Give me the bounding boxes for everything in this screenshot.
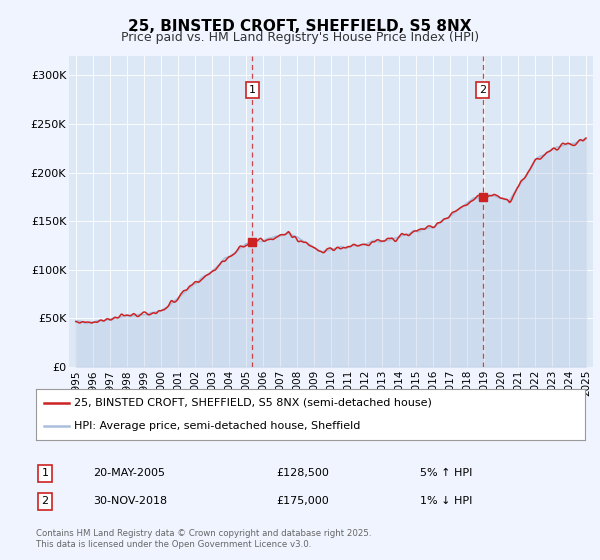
- Text: 20-MAY-2005: 20-MAY-2005: [93, 468, 165, 478]
- Text: 1: 1: [41, 468, 49, 478]
- Text: 25, BINSTED CROFT, SHEFFIELD, S5 8NX: 25, BINSTED CROFT, SHEFFIELD, S5 8NX: [128, 19, 472, 34]
- Text: HPI: Average price, semi-detached house, Sheffield: HPI: Average price, semi-detached house,…: [74, 421, 361, 431]
- Text: £175,000: £175,000: [276, 496, 329, 506]
- Text: Contains HM Land Registry data © Crown copyright and database right 2025.
This d: Contains HM Land Registry data © Crown c…: [36, 529, 371, 549]
- Text: 5% ↑ HPI: 5% ↑ HPI: [420, 468, 472, 478]
- Text: 1% ↓ HPI: 1% ↓ HPI: [420, 496, 472, 506]
- Text: 1: 1: [249, 85, 256, 95]
- Text: 30-NOV-2018: 30-NOV-2018: [93, 496, 167, 506]
- Text: 2: 2: [479, 85, 486, 95]
- Text: Price paid vs. HM Land Registry's House Price Index (HPI): Price paid vs. HM Land Registry's House …: [121, 31, 479, 44]
- Text: 2: 2: [41, 496, 49, 506]
- Text: £128,500: £128,500: [276, 468, 329, 478]
- Text: 25, BINSTED CROFT, SHEFFIELD, S5 8NX (semi-detached house): 25, BINSTED CROFT, SHEFFIELD, S5 8NX (se…: [74, 398, 433, 408]
